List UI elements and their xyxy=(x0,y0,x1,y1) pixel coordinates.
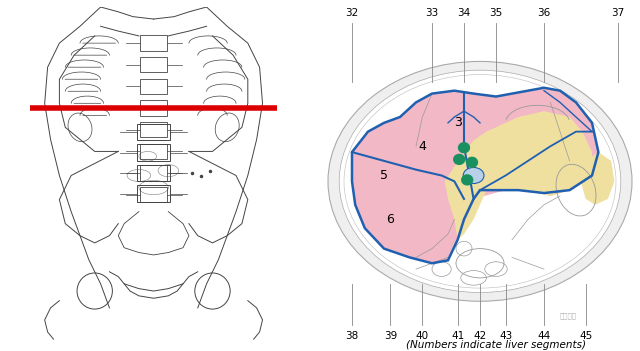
Text: 3: 3 xyxy=(454,116,461,130)
Text: 5: 5 xyxy=(380,169,388,182)
Text: 38: 38 xyxy=(346,331,358,340)
Text: 32: 32 xyxy=(346,8,358,18)
Text: 34: 34 xyxy=(458,8,470,18)
Polygon shape xyxy=(445,111,592,240)
Ellipse shape xyxy=(344,74,616,288)
Circle shape xyxy=(462,175,472,185)
Text: 45: 45 xyxy=(579,331,592,340)
Text: 4: 4 xyxy=(419,140,426,153)
Text: (Numbers indicate liver segments): (Numbers indicate liver segments) xyxy=(406,339,586,350)
Text: 44: 44 xyxy=(538,331,550,340)
Text: 41: 41 xyxy=(451,331,464,340)
Text: 36: 36 xyxy=(538,8,550,18)
Text: 42: 42 xyxy=(474,331,486,340)
Polygon shape xyxy=(352,88,598,263)
Text: 熊猫放射: 熊猫放射 xyxy=(560,313,577,319)
Circle shape xyxy=(458,143,470,153)
Ellipse shape xyxy=(328,61,632,301)
Text: 35: 35 xyxy=(490,8,502,18)
Text: 39: 39 xyxy=(384,331,397,340)
Text: 37: 37 xyxy=(611,8,624,18)
Text: 40: 40 xyxy=(416,331,429,340)
Text: 6: 6 xyxy=(387,213,394,226)
Polygon shape xyxy=(579,152,614,205)
Circle shape xyxy=(454,154,465,164)
Text: 43: 43 xyxy=(499,331,512,340)
Text: 33: 33 xyxy=(426,8,438,18)
Circle shape xyxy=(467,157,477,167)
Ellipse shape xyxy=(339,70,621,292)
Ellipse shape xyxy=(463,167,484,184)
